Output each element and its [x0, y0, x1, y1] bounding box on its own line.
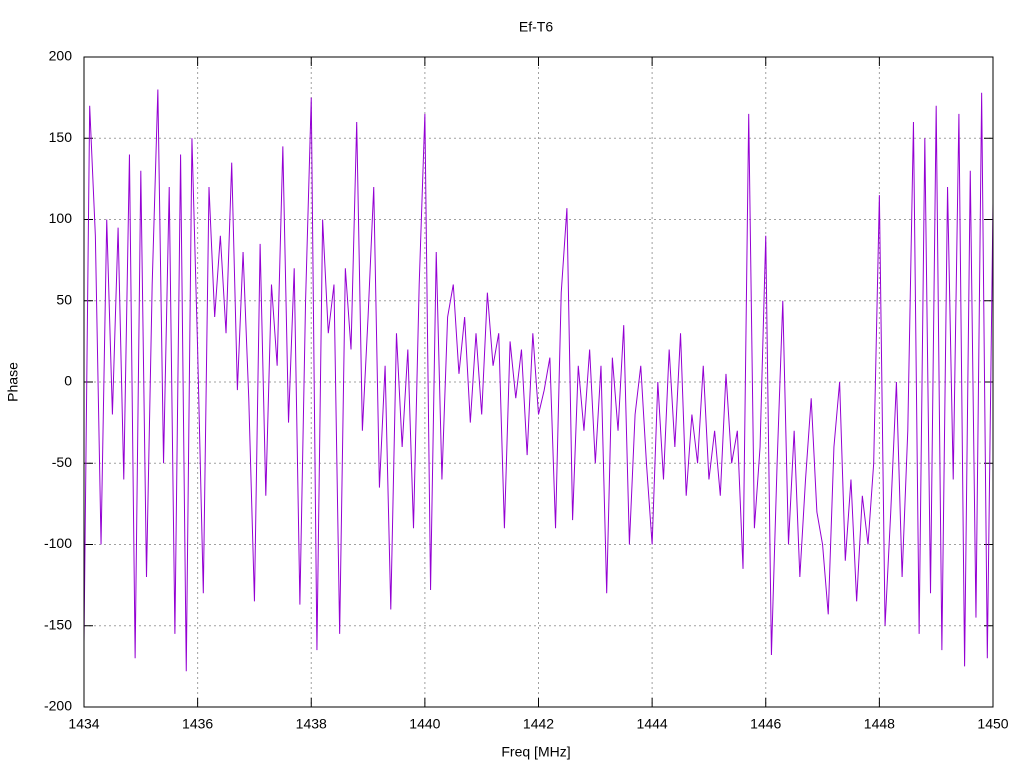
y-tick-label: 50: [56, 291, 72, 307]
y-tick-label: -50: [52, 454, 72, 470]
data-line: [83, 89, 994, 672]
x-tick-label: 1434: [68, 716, 99, 732]
x-tick-label: 1442: [523, 716, 554, 732]
y-tick-label: 100: [49, 210, 73, 226]
y-tick-label: 0: [64, 373, 72, 389]
y-tick-label: 200: [49, 48, 73, 64]
x-tick-label: 1438: [296, 716, 327, 732]
x-tick-label: 1444: [637, 716, 668, 732]
y-axis-label: Phase: [5, 362, 21, 402]
y-tick-label: -100: [44, 535, 72, 551]
plot-border: [83, 56, 994, 708]
x-tick-label: 1448: [864, 716, 895, 732]
y-tick-label: -200: [44, 698, 72, 714]
x-tick-label: 1450: [977, 716, 1008, 732]
y-tick-label: 150: [49, 129, 73, 145]
x-tick-label: 1446: [750, 716, 781, 732]
x-tick-label: 1436: [182, 716, 213, 732]
chart-title: Ef-T6: [519, 19, 553, 35]
y-tick-label: -150: [44, 616, 72, 632]
x-axis-label: Freq [MHz]: [501, 744, 570, 760]
x-tick-label: 1440: [409, 716, 440, 732]
